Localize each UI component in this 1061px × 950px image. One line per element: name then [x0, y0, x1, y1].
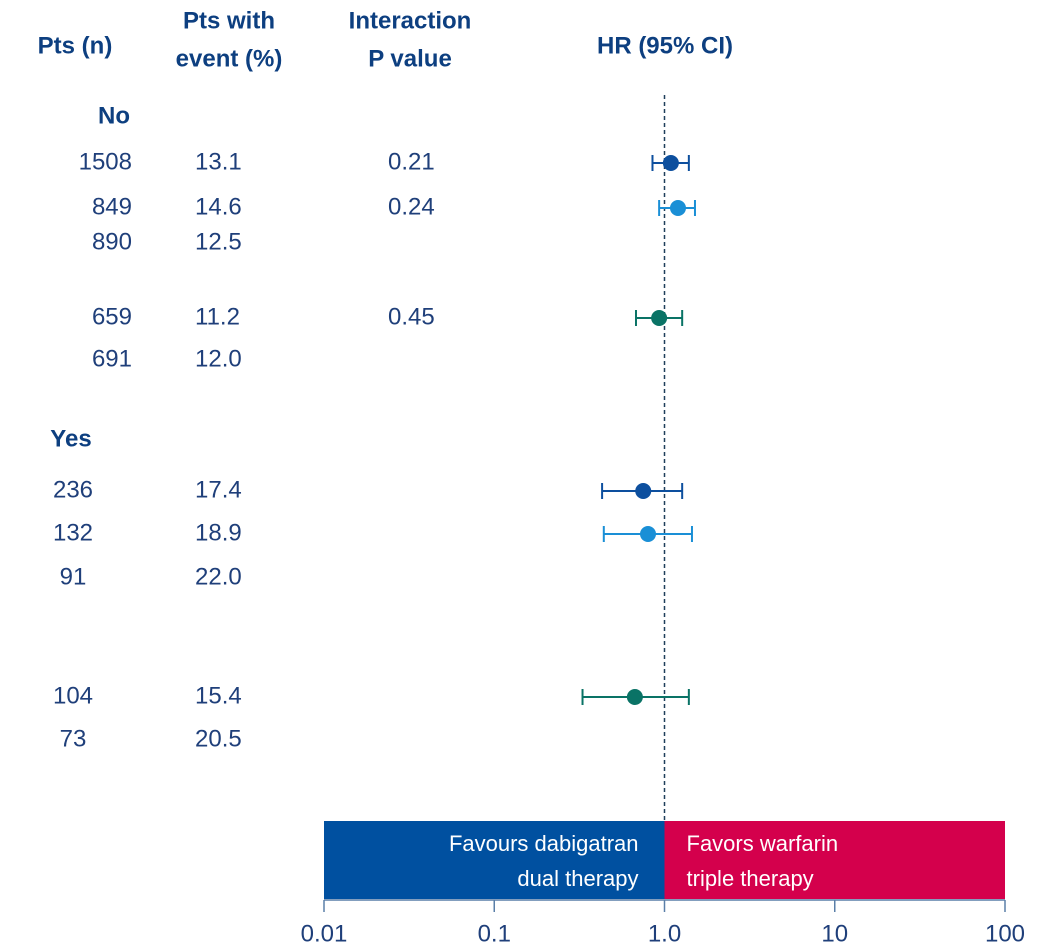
favours-left-text: Favours dabigatran: [449, 831, 639, 856]
patients-n: 104: [53, 682, 93, 709]
patients-n: 849: [92, 193, 132, 220]
group-label: No: [98, 102, 130, 129]
hr-point: [635, 483, 652, 499]
hr-point: [640, 526, 657, 542]
patients-n: 890: [92, 228, 132, 255]
favours-right-band: [664, 821, 1005, 899]
patients-n: 132: [53, 519, 93, 546]
event-pct: 12.0: [195, 345, 242, 372]
patients-n: 236: [53, 476, 93, 503]
hr-point: [626, 689, 643, 705]
event-pct: 12.5: [195, 228, 242, 255]
patients-n: 73: [60, 725, 87, 752]
patients-n: 691: [92, 345, 132, 372]
header: Pts with: [183, 7, 275, 34]
header: event (%): [176, 45, 283, 72]
patients-n: 659: [92, 303, 132, 330]
hr-point: [669, 200, 686, 216]
event-pct: 18.9: [195, 519, 242, 546]
patients-n: 1508: [79, 148, 132, 175]
p-value: 0.21: [388, 148, 435, 175]
favours-left-text: dual therapy: [517, 866, 638, 891]
favours-left-band: [324, 821, 665, 899]
x-tick-label: 10: [821, 920, 848, 947]
header: HR (95% CI): [597, 32, 733, 59]
group-label: Yes: [50, 425, 91, 452]
favours-right-text: Favors warfarin: [687, 831, 839, 856]
header: Interaction: [349, 7, 472, 34]
x-tick-label: 0.1: [478, 920, 511, 947]
p-value: 0.45: [388, 303, 435, 330]
x-tick-label: 1.0: [648, 920, 681, 947]
patients-n: 91: [60, 563, 87, 590]
x-tick-label: 0.01: [301, 920, 348, 947]
event-pct: 22.0: [195, 563, 242, 590]
favours-right-text: triple therapy: [687, 866, 814, 891]
event-pct: 20.5: [195, 725, 242, 752]
x-tick-label: 100: [985, 920, 1025, 947]
hr-point: [651, 310, 668, 326]
p-value: 0.24: [388, 193, 435, 220]
event-pct: 14.6: [195, 193, 242, 220]
event-pct: 15.4: [195, 682, 242, 709]
header: Pts (n): [38, 32, 113, 59]
event-pct: 17.4: [195, 476, 242, 503]
event-pct: 13.1: [195, 148, 242, 175]
hr-point: [662, 155, 679, 171]
header: P value: [368, 45, 452, 72]
event-pct: 11.2: [195, 303, 240, 330]
